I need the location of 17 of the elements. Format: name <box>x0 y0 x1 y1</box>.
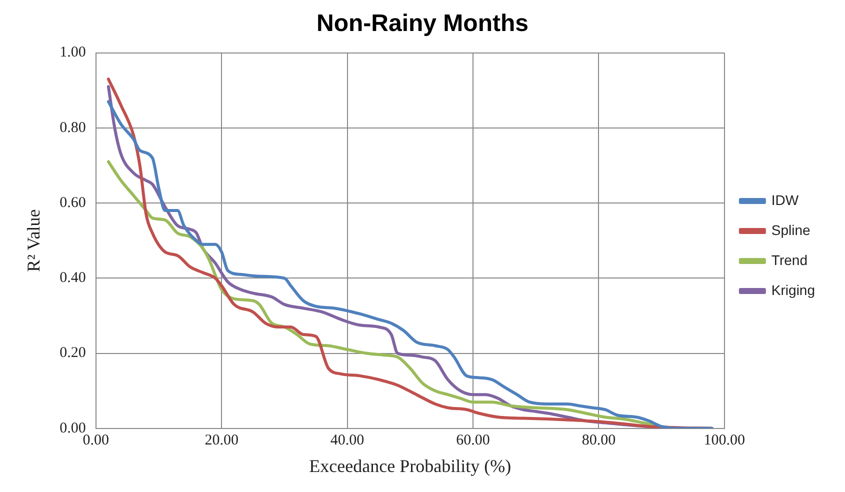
y-tick-label: 0.80 <box>60 120 86 136</box>
y-tick-label: 0.20 <box>60 345 86 362</box>
legend-label: Trend <box>771 252 808 268</box>
x-tick-label: 100.00 <box>704 432 746 448</box>
x-axis-title: Exceedance Probability (%) <box>309 456 512 476</box>
x-tick-label: 40.00 <box>330 432 364 448</box>
y-tick-label: 0.40 <box>60 270 86 286</box>
legend-label: Spline <box>771 222 811 238</box>
y-tick-label: 0.60 <box>60 194 86 211</box>
y-tick-label: 1.00 <box>60 44 86 61</box>
x-tick-label: 60.00 <box>456 432 490 448</box>
x-tick-label: 80.00 <box>582 432 616 448</box>
chart-title: Non-Rainy Months <box>316 10 528 38</box>
y-axis-title: R² Value <box>24 209 44 272</box>
legend-label: Kriging <box>771 282 816 298</box>
x-tick-label: 20.00 <box>204 432 238 448</box>
legend-label: IDW <box>771 192 800 208</box>
